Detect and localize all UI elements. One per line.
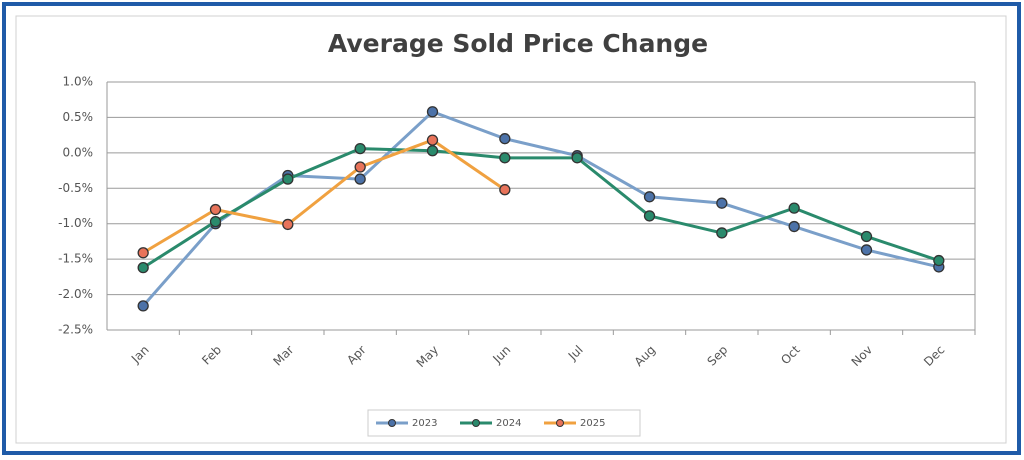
legend-label: 2024	[496, 418, 521, 429]
legend-box	[367, 409, 641, 437]
legend-label: 2025	[580, 418, 605, 429]
y-tick-label: -2.0%	[58, 287, 93, 301]
y-tick-label: 1.0%	[63, 75, 94, 89]
point	[933, 254, 945, 267]
point	[716, 227, 728, 239]
point	[788, 202, 800, 214]
chart-area	[15, 15, 1007, 444]
point	[426, 145, 439, 157]
legend-marker	[556, 419, 564, 427]
point	[499, 133, 511, 145]
legend-marker	[472, 419, 480, 427]
point	[643, 210, 656, 222]
point	[209, 203, 222, 216]
point	[426, 134, 439, 146]
y-tick-label: 0.5%	[63, 110, 94, 124]
point	[499, 152, 511, 164]
legend-label: 2023	[412, 418, 437, 429]
point	[282, 218, 294, 231]
y-tick-label: -0.5%	[58, 181, 93, 195]
y-tick-label: -1.5%	[58, 252, 93, 266]
point	[137, 300, 149, 312]
series-line	[142, 138, 506, 255]
y-tick-label: 0.0%	[63, 145, 94, 159]
series-line	[142, 110, 940, 307]
frame	[2, 2, 1021, 455]
point	[137, 261, 149, 274]
point	[860, 230, 873, 243]
legend-marker	[388, 419, 396, 427]
point	[499, 184, 511, 196]
chart-title: Average Sold Price Change	[328, 29, 708, 58]
point	[643, 191, 656, 203]
point	[571, 152, 583, 164]
point	[860, 244, 873, 256]
series-line	[142, 147, 940, 269]
point	[209, 215, 222, 228]
point	[716, 197, 728, 209]
point	[137, 247, 149, 259]
point	[426, 106, 439, 118]
point	[354, 161, 366, 173]
y-tick-label: -1.0%	[58, 216, 93, 230]
y-tick-label: -2.5%	[58, 323, 93, 337]
point	[788, 220, 800, 233]
point	[354, 173, 366, 185]
point	[354, 142, 366, 155]
point	[282, 173, 294, 185]
